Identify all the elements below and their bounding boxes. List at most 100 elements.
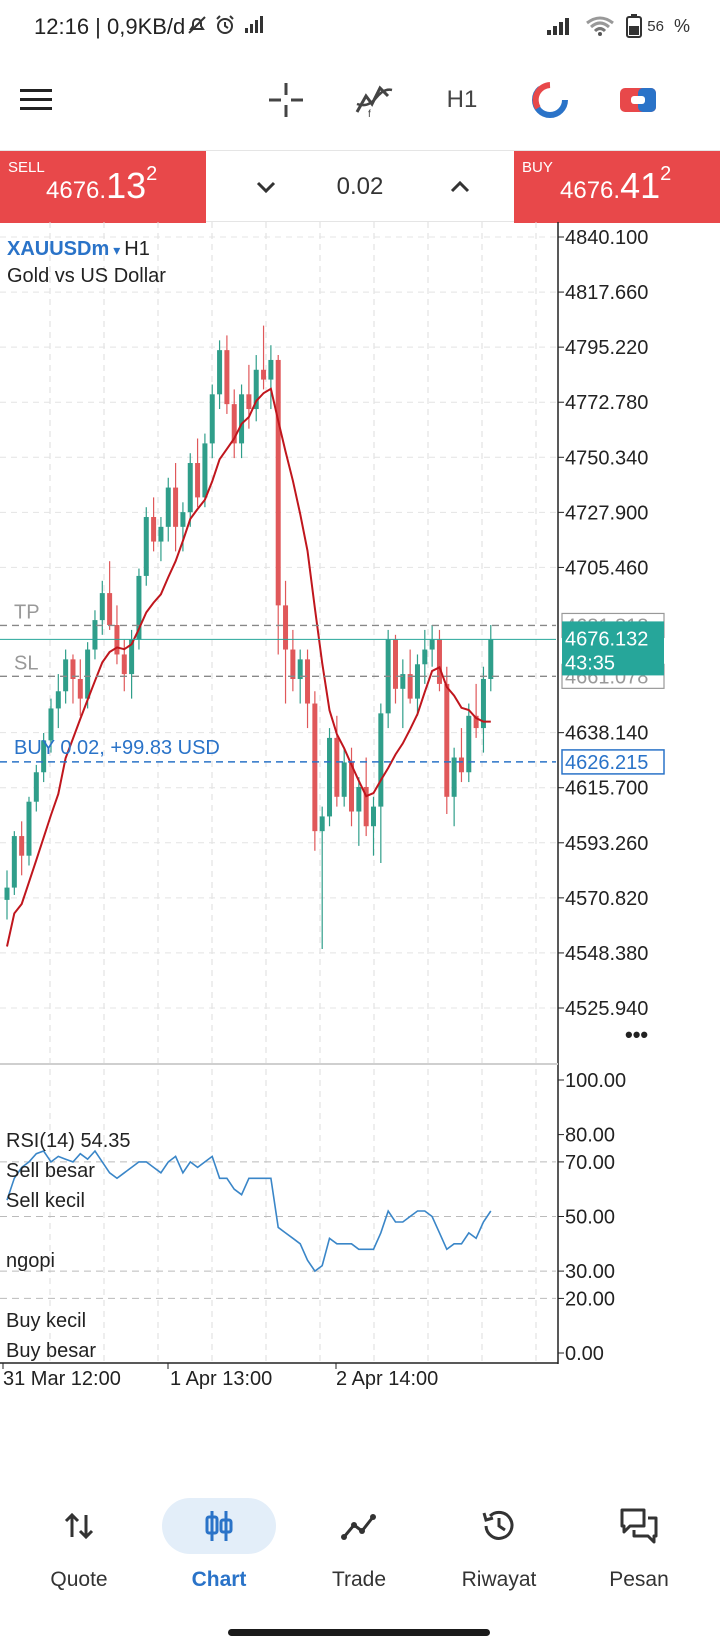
nav-chart-label: Chart xyxy=(191,1568,247,1591)
candle-bearish xyxy=(275,359,281,606)
battery-percent: % xyxy=(673,15,690,36)
sell-price-prefix: 4676. xyxy=(46,177,107,204)
candle-bearish xyxy=(231,404,237,444)
symbol-code[interactable]: XAUUSDm xyxy=(7,238,110,260)
candle-bullish xyxy=(341,762,347,797)
price-axis-label: 4750.340 xyxy=(565,447,648,469)
signal-small-icon xyxy=(245,16,263,33)
candle-bullish xyxy=(92,620,98,650)
sl-label: SL xyxy=(14,652,38,674)
crosshair-button[interactable] xyxy=(258,72,314,128)
buy-price-main: 41 xyxy=(620,165,661,206)
status-time: 12:16 | 0,9KB/d xyxy=(34,14,186,39)
one-click-trading-icon xyxy=(532,82,568,118)
candle-bullish xyxy=(217,350,223,395)
rsi-axis-label: 0.00 xyxy=(565,1343,604,1365)
candle-bullish xyxy=(451,757,457,797)
candle-bullish xyxy=(414,664,420,699)
candle-bearish xyxy=(458,757,464,773)
rsi-axis-label: 50.00 xyxy=(565,1207,615,1229)
candle-bearish xyxy=(305,659,311,704)
candle-bullish xyxy=(55,691,61,709)
candle-bearish xyxy=(107,593,113,626)
candle-bullish xyxy=(253,369,259,410)
candle-bullish xyxy=(63,659,69,692)
nav-active-indicator xyxy=(162,1498,276,1554)
candle-bullish xyxy=(209,394,215,444)
indicators-button[interactable]: f xyxy=(346,72,402,128)
lot-decrease-button[interactable] xyxy=(246,169,286,205)
candle-bullish xyxy=(99,593,105,621)
timeframe-button[interactable]: H1 xyxy=(446,86,478,113)
candle-bullish xyxy=(400,674,406,689)
wifi-icon xyxy=(586,16,615,36)
candle-bullish xyxy=(268,359,274,380)
candle-bearish xyxy=(224,350,230,405)
bar-countdown: 43:35 xyxy=(565,652,615,674)
buy-label: BUY xyxy=(522,159,553,176)
messages-icon xyxy=(609,1498,669,1554)
price-axis-label: 4525.940 xyxy=(565,998,648,1020)
buy-price-sup: 2 xyxy=(660,163,672,185)
candle-bearish xyxy=(349,762,355,812)
trade-panel-toggle-button[interactable] xyxy=(610,72,666,128)
candle-bullish xyxy=(4,887,10,900)
nav-history[interactable]: Riwayat xyxy=(434,1490,564,1610)
symbol-description: Gold vs US Dollar xyxy=(7,265,166,287)
buy-button[interactable]: BUY 4676.412 xyxy=(514,151,720,223)
rsi-axis-label: 80.00 xyxy=(565,1125,615,1147)
one-click-trading-button[interactable] xyxy=(522,72,578,128)
sell-price-main: 13 xyxy=(106,165,147,206)
more-options-icon: ••• xyxy=(625,1022,648,1047)
candle-bearish xyxy=(195,463,201,498)
rsi-axis-label: 70.00 xyxy=(565,1152,615,1174)
mute-bell-icon xyxy=(188,16,206,34)
price-axis-label: 4593.260 xyxy=(565,833,648,855)
candle-bullish xyxy=(33,772,39,802)
candle-bearish xyxy=(290,649,296,679)
chart-canvas[interactable]: 4840.100 4817.660 4795.220 4772.780 4750.340… xyxy=(0,222,720,1437)
time-axis-label: 1 Apr 13:00 xyxy=(170,1368,272,1390)
candle-bearish xyxy=(363,786,369,827)
candle-bullish xyxy=(327,737,333,817)
chevron-down-icon xyxy=(256,181,276,194)
candle-bearish xyxy=(392,639,398,689)
menu-button[interactable] xyxy=(8,72,64,128)
lot-size-value[interactable]: 0.02 xyxy=(336,173,384,200)
lot-size-control: 0.02 xyxy=(206,151,514,223)
price-axis-label: 4638.140 xyxy=(565,723,648,745)
rsi-level-neutral: ngopi xyxy=(6,1250,55,1272)
price-axis-label: 4795.220 xyxy=(565,337,648,359)
rsi-level-buy-small: Buy kecil xyxy=(6,1310,87,1332)
price-axis-label: 4548.380 xyxy=(565,943,648,965)
price-axis-label: 4840.100 xyxy=(565,227,648,249)
candle-bullish xyxy=(422,649,428,665)
nav-quote[interactable]: Quote xyxy=(14,1490,144,1610)
candle-bullish xyxy=(202,443,208,498)
nav-messages[interactable]: Pesan xyxy=(574,1490,704,1610)
rsi-level-sell-big: Sell besar xyxy=(6,1160,95,1182)
candle-bearish xyxy=(444,683,450,797)
nav-trade[interactable]: Trade xyxy=(294,1490,424,1610)
symbol-header[interactable]: XAUUSDm ▾ H1 xyxy=(7,238,150,261)
symbol-dropdown-icon[interactable]: ▾ xyxy=(113,242,121,258)
status-bar: 12:16 | 0,9KB/d 56 % xyxy=(0,0,720,56)
rsi-title: RSI(14) 54.35 xyxy=(6,1130,131,1152)
price-chart[interactable]: 4840.100 4817.660 4795.220 4772.780 4750.340… xyxy=(0,222,720,1437)
candle-bullish xyxy=(378,713,384,807)
candle-bearish xyxy=(151,517,157,542)
rsi-axis-label: 100.00 xyxy=(565,1070,626,1092)
candle-bullish xyxy=(466,715,472,773)
candle-bullish xyxy=(319,816,325,832)
nav-chart[interactable]: Chart xyxy=(154,1490,284,1610)
position-label: BUY 0.02, +99.83 USD xyxy=(14,737,220,759)
trade-bar: SELL 4676.132 0.02 BUY 4676.412 xyxy=(0,150,720,223)
candle-bullish xyxy=(187,463,193,513)
lot-increase-button[interactable] xyxy=(440,169,480,205)
candle-bullish xyxy=(143,517,149,576)
candle-bearish xyxy=(173,487,179,527)
chart-icon xyxy=(189,1498,249,1554)
candle-bullish xyxy=(165,487,171,527)
candle-bearish xyxy=(334,737,340,797)
sell-button[interactable]: SELL 4676.132 xyxy=(0,151,206,223)
